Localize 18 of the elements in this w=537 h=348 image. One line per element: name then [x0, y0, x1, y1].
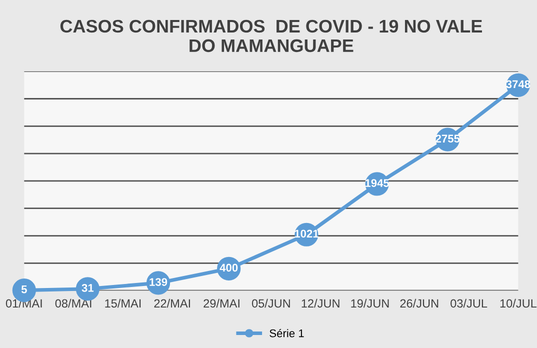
x-tick-label: 12/JUN — [302, 298, 340, 308]
data-label: 31 — [82, 284, 94, 292]
x-tick-label: 22/MAI — [154, 298, 190, 308]
x-tick-label: 15/MAI — [105, 298, 141, 308]
x-tick-label: 03/JUL — [450, 298, 488, 308]
legend-label: Série 1 — [270, 328, 304, 338]
data-label: 5 — [21, 286, 27, 294]
data-label: 139 — [150, 278, 168, 286]
x-tick-label: 10/JUL — [500, 298, 537, 308]
x-tick-label: 08/MAI — [55, 298, 92, 308]
x-tick-label: 19/JUN — [351, 298, 389, 308]
x-tick-label: 05/JUN — [252, 298, 290, 308]
chart-title: CASOS CONFIRMADOS DE COVID - 19 NO VALE DO MAMANGUAPE — [60, 20, 482, 52]
data-label: 1945 — [365, 179, 390, 187]
x-tick-label: 26/JUN — [400, 298, 438, 308]
data-label: 1021 — [294, 230, 319, 238]
x-tick-label: 29/MAI — [204, 298, 240, 308]
data-label: 400 — [220, 264, 238, 272]
